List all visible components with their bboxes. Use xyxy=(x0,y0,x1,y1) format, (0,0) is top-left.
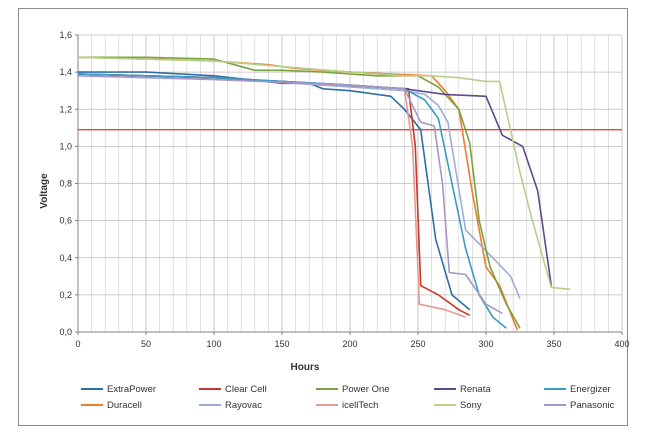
x-axis-title: Hours xyxy=(291,362,320,373)
y-tick-label: 0,4 xyxy=(59,253,72,263)
x-tick-label: 350 xyxy=(546,339,561,349)
legend-label: Clear Cell xyxy=(225,384,267,395)
legend-item: Energizer xyxy=(544,384,611,395)
legend-item: icellTech xyxy=(316,400,378,411)
series-line-panasonic xyxy=(77,75,503,315)
series-line-icelltech xyxy=(77,73,466,318)
legend-label: icellTech xyxy=(342,400,378,411)
y-tick-label: 1,0 xyxy=(59,141,72,151)
y-tick-label: 0,8 xyxy=(59,179,72,189)
axes-layer: 0,0 0,2 0,4 0,6 0,8 1,0 1,2 1,4 1,6 0 50 100 150 200 2… xyxy=(59,30,629,349)
legend-label: Duracell xyxy=(107,400,142,411)
x-tick-label: 0 xyxy=(75,339,80,349)
x-tick-label: 400 xyxy=(614,339,629,349)
legend-item: Panasonic xyxy=(544,400,615,411)
legend-label: Power One xyxy=(342,384,390,395)
series-line-rayovac xyxy=(77,73,521,299)
series-line-duracell xyxy=(77,56,519,331)
series-layer xyxy=(77,56,622,331)
series-line-extrapower xyxy=(78,71,471,311)
legend-label: Renata xyxy=(460,384,491,395)
legend-item: Clear Cell xyxy=(199,384,267,395)
y-tick-label: 0,6 xyxy=(59,216,72,226)
y-tick-label: 1,4 xyxy=(59,67,72,77)
legend-label: Panasonic xyxy=(570,400,615,411)
grid-layer xyxy=(77,34,623,333)
line-chart: 0,0 0,2 0,4 0,6 0,8 1,0 1,2 1,4 1,6 0 50 100 150 200 2… xyxy=(39,30,629,411)
legend-label: Sony xyxy=(460,400,482,411)
series-line-clear-cell xyxy=(77,73,471,317)
x-tick-label: 250 xyxy=(410,339,425,349)
x-tick-label: 150 xyxy=(274,339,289,349)
series-line-sony xyxy=(77,56,571,291)
legend-item: Rayovac xyxy=(199,400,262,411)
y-tick-label: 1,2 xyxy=(59,104,72,114)
legend: ExtraPower Duracell Clear Cell Rayovac Power… xyxy=(81,384,615,411)
x-tick-label: 200 xyxy=(342,339,357,349)
legend-label: ExtraPower xyxy=(107,384,156,395)
legend-item: Renata xyxy=(434,384,491,395)
legend-label: Energizer xyxy=(570,384,611,395)
legend-item: Sony xyxy=(434,400,482,411)
y-tick-label: 1,6 xyxy=(59,30,72,40)
legend-item: Power One xyxy=(316,384,390,395)
series-line-renata xyxy=(77,73,553,286)
legend-item: Duracell xyxy=(81,400,142,411)
legend-label: Rayovac xyxy=(225,400,262,411)
x-tick-label: 100 xyxy=(206,339,221,349)
chart-frame: 0,0 0,2 0,4 0,6 0,8 1,0 1,2 1,4 1,6 0 50 100 150 200 2… xyxy=(18,8,629,426)
x-tick-label: 300 xyxy=(478,339,493,349)
y-axis-title: Voltage xyxy=(39,173,50,209)
y-tick-label: 0,2 xyxy=(59,290,72,300)
x-tick-label: 50 xyxy=(141,339,151,349)
y-tick-label: 0,0 xyxy=(59,327,72,337)
legend-item: ExtraPower xyxy=(81,384,156,395)
